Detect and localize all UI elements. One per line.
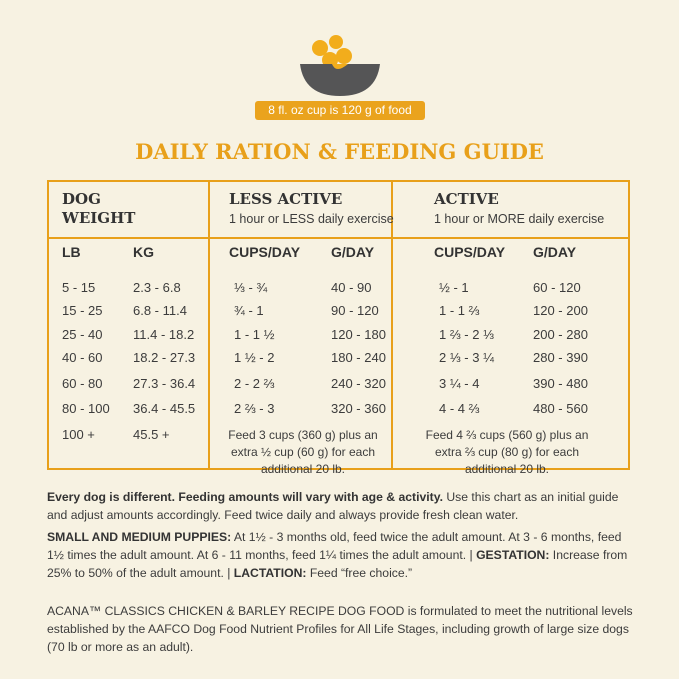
title: DAILY RATION & FEEDING GUIDE [135,139,544,164]
cell: 280 - 390 [533,350,588,365]
cell: 200 - 280 [533,327,588,342]
bold-text: LACTATION: [233,566,307,580]
cell: 27.3 - 36.4 [133,376,196,391]
cell: 1 - 1 ½ [234,327,275,342]
cell: 90 - 120 [331,303,379,318]
cell: 2 ⅓ - 3 ¼ [439,350,494,365]
feeding-table: DOG WEIGHT LESS ACTIVE 1 hour or LESS dail… [47,180,630,476]
note: Feed 3 cups (360 g) plus an extra ½ cup … [228,428,378,476]
divider [391,182,393,468]
cell: ¾ - 1 [234,303,264,318]
cell: 5 - 15 [62,280,96,295]
bold-text: Every dog is different. Feeding amounts … [47,490,443,504]
cell: 120 - 180 [331,327,386,342]
text: ACANA™ CLASSICS CHICKEN & BARLEY RECIPE … [47,604,633,654]
group-title: DOG WEIGHT [62,190,136,227]
cell: 2 ⅔ - 3 [234,401,275,416]
cell: 120 - 200 [533,303,588,318]
text: Use this chart as an initial guide and a… [47,490,619,522]
divider [208,182,210,468]
cell: 180 - 240 [331,350,386,365]
cell: 100 + [62,427,95,442]
column-header: KG [133,244,154,260]
cell: ½ - 1 [439,280,469,295]
cell: 36.4 - 45.5 [133,401,196,416]
paragraph: SMALL AND MEDIUM PUPPIES: At 1½ - 3 mont… [47,528,637,582]
text: At 1½ - 3 months old, feed twice the adu… [47,530,622,562]
column-header: G/DAY [331,244,375,260]
column-header: CUPS/DAY [229,244,301,260]
column-header: CUPS/DAY [434,244,506,260]
cell: 1 ⅔ - 2 ⅓ [439,327,494,342]
text: Feed “free choice.” [306,566,413,580]
cell: 25 - 40 [62,327,103,342]
cell: 60 - 80 [62,376,103,391]
cell: 15 - 25 [62,303,103,318]
cell: 18.2 - 27.3 [133,350,196,365]
group-title: LESS ACTIVE [229,190,343,208]
cell: 320 - 360 [331,401,386,416]
bold-text: GESTATION: [476,548,550,562]
footer: Every dog is different. Feeding amounts … [47,488,637,660]
cell: 40 - 90 [331,280,372,295]
paragraph: Every dog is different. Feeding amounts … [47,488,637,524]
divider [49,237,628,239]
bold-text: SMALL AND MEDIUM PUPPIES: [47,530,232,544]
cell: 11.4 - 18.2 [133,327,195,342]
group-title: ACTIVE [434,190,499,208]
column-header: LB [62,244,81,260]
bowl-icon [300,35,380,96]
cell: 390 - 480 [533,376,588,391]
cell: 80 - 100 [62,401,110,416]
column-header: G/DAY [533,244,577,260]
group-subtitle: 1 hour or MORE daily exercise [434,212,605,226]
cell: 2.3 - 6.8 [133,280,181,295]
cell: 240 - 320 [331,376,386,391]
cell: 480 - 560 [533,401,588,416]
cell: 1 - 1 ⅔ [439,303,480,318]
cell: 6.8 - 11.4 [133,303,187,318]
cell: 40 - 60 [62,350,103,365]
cell: 2 - 2 ⅔ [234,376,275,391]
cup-badge: 8 fl. oz cup is 120 g of food [255,101,425,120]
cell: 3 ¼ - 4 [439,376,480,391]
paragraph: ACANA™ CLASSICS CHICKEN & BARLEY RECIPE … [47,602,637,656]
note: Feed 4 ⅔ cups (560 g) plus an extra ⅔ cu… [425,428,589,476]
group-subtitle: 1 hour or LESS daily exercise [229,212,394,226]
text: Increase from 25% to 50% of the adult am… [47,548,628,580]
cell: ⅓ - ¾ [234,280,268,295]
cell: 60 - 120 [533,280,581,295]
cell: 45.5 + [133,427,170,442]
cell: 4 - 4 ⅔ [439,401,480,416]
cell: 1 ½ - 2 [234,350,275,365]
